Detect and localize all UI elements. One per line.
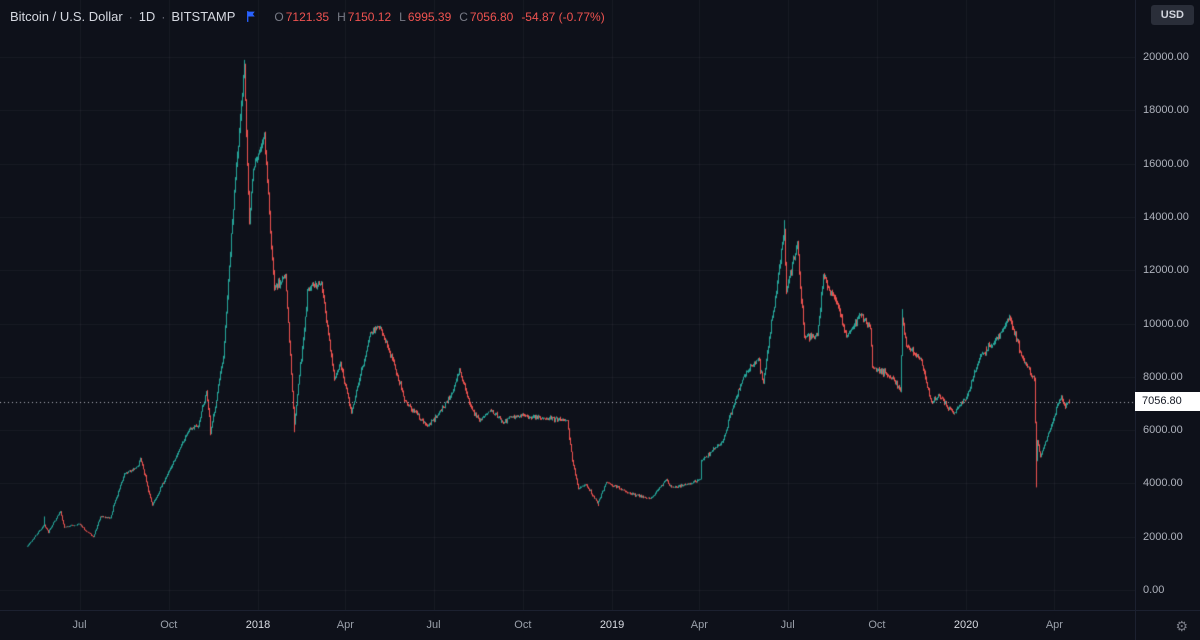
close-label: C — [459, 9, 468, 24]
time-axis-label: 2019 — [599, 619, 625, 631]
time-axis-label: Jul — [426, 619, 441, 631]
low-label: L — [399, 9, 406, 24]
time-axis-label: Jul — [780, 619, 795, 631]
currency-button[interactable]: USD — [1150, 5, 1194, 25]
exchange-label[interactable]: BITSTAMP — [171, 9, 236, 24]
time-axis-label: Apr — [1045, 619, 1063, 631]
time-axis-label: Oct — [160, 619, 178, 631]
high-value: 7150.12 — [347, 9, 392, 24]
time-axis[interactable]: Jul Oct 2018 Apr Jul Oct 2019 Apr Jul Oct 2020 Apr — [0, 610, 1135, 640]
price-axis-label: 8000.00 — [1143, 370, 1183, 383]
time-axis-label: 2018 — [245, 619, 271, 631]
time-axis-label: Oct — [868, 619, 886, 631]
time-axis-label: 2020 — [953, 619, 979, 631]
price-axis-label: 6000.00 — [1143, 424, 1183, 437]
price-axis-label: 10000.00 — [1143, 317, 1189, 330]
high-label: H — [337, 9, 346, 24]
time-axis-label: Oct — [514, 619, 532, 631]
price-chart-canvas[interactable] — [0, 0, 1135, 610]
legend-separator: · — [128, 9, 133, 24]
interval-label[interactable]: 1D — [138, 9, 156, 24]
price-axis-label: 14000.00 — [1143, 210, 1189, 223]
price-axis-label: 2000.00 — [1143, 530, 1183, 543]
price-axis[interactable]: 20000.00 18000.00 16000.00 14000.00 12000.00… — [1135, 0, 1200, 610]
flag-symbol-icon[interactable] — [245, 10, 258, 23]
close-value: 7056.80 — [469, 9, 514, 24]
ohlc-readout: O 7121.35 H 7150.12 L 6995.39 C 7056.80 -54.… — [266, 10, 604, 24]
axis-corner: ⚙ — [1135, 610, 1200, 640]
time-axis-label: Apr — [690, 619, 708, 631]
open-label: O — [274, 9, 284, 24]
current-price-label: 7056.80 — [1135, 392, 1200, 412]
price-axis-label: 12000.00 — [1143, 264, 1189, 277]
price-axis-label: 16000.00 — [1143, 157, 1189, 170]
price-axis-label: 4000.00 — [1143, 477, 1183, 490]
legend-separator: · — [161, 9, 166, 24]
symbol-title[interactable]: Bitcoin / U.S. Dollar — [10, 9, 123, 24]
settings-gear-icon[interactable]: ⚙ — [1175, 617, 1188, 634]
price-axis-label: 0.00 — [1143, 584, 1165, 596]
time-axis-label: Apr — [336, 619, 354, 631]
low-value: 6995.39 — [407, 9, 452, 24]
price-axis-label: 18000.00 — [1143, 104, 1189, 117]
open-value: 7121.35 — [285, 9, 330, 24]
price-axis-label: 20000.00 — [1143, 51, 1189, 63]
change-value: -54.87 (-0.77%) — [521, 9, 605, 24]
time-axis-label: Jul — [72, 619, 87, 631]
